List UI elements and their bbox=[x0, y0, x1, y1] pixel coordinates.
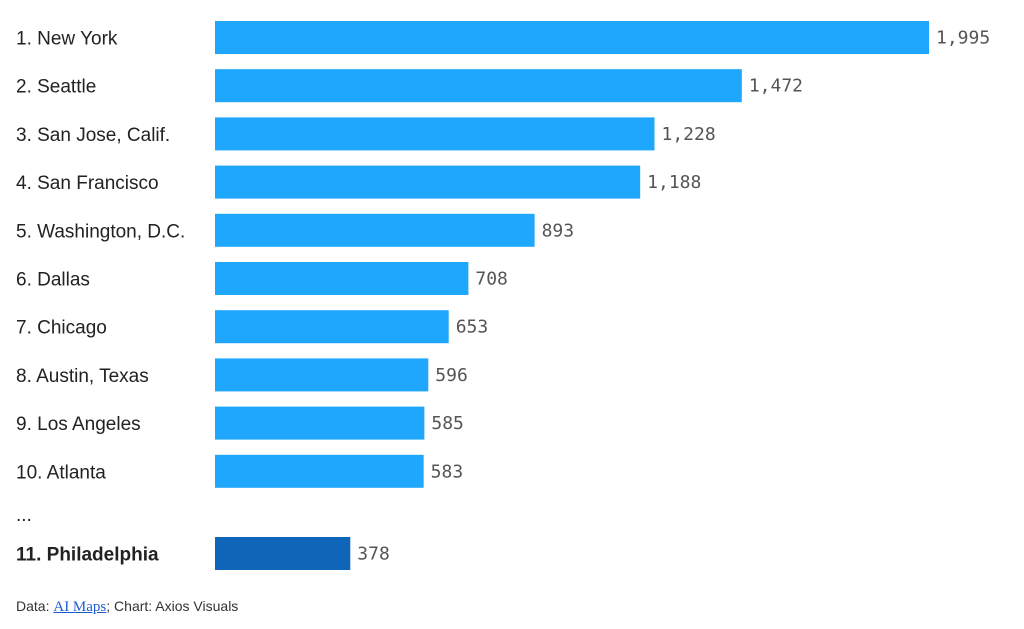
category-label: 4. San Francisco bbox=[16, 173, 159, 194]
bar bbox=[215, 213, 535, 247]
category-label: 10. Atlanta bbox=[16, 462, 106, 483]
value-label: 708 bbox=[475, 269, 508, 290]
value-label: 893 bbox=[542, 220, 575, 241]
chart-footer: Data: AI Maps; Chart: Axios Visuals bbox=[16, 598, 238, 616]
value-label: 378 bbox=[357, 544, 390, 565]
category-label: 8. Austin, Texas bbox=[16, 366, 149, 387]
source-link[interactable]: AI Maps bbox=[53, 599, 107, 615]
bar bbox=[215, 117, 655, 151]
chart-canvas: 1. New York 1,995 2. Seattle 1,472 3. San Jo… bbox=[16, 21, 990, 570]
value-label: 583 bbox=[431, 461, 464, 482]
bar bbox=[215, 69, 742, 103]
category-label: 3. San Jose, Calif. bbox=[16, 125, 170, 146]
bar bbox=[215, 406, 425, 440]
bar bbox=[215, 262, 469, 295]
category-label: 11. Philadelphia bbox=[16, 545, 159, 566]
ellipsis-label: ... bbox=[16, 505, 32, 526]
value-label: 1,995 bbox=[936, 28, 990, 49]
category-label: 5. Washington, D.C. bbox=[16, 221, 185, 242]
bar bbox=[215, 454, 424, 488]
footer-suffix: ; Chart: Axios Visuals bbox=[106, 598, 239, 614]
category-label: 1. New York bbox=[16, 29, 118, 50]
category-label: 9. Los Angeles bbox=[16, 414, 141, 435]
value-label: 1,188 bbox=[647, 172, 701, 193]
bar bbox=[215, 165, 641, 199]
value-label: 596 bbox=[435, 365, 468, 386]
value-label: 1,228 bbox=[661, 124, 715, 145]
footer-prefix: Data: bbox=[16, 598, 54, 614]
value-label: 653 bbox=[456, 317, 489, 338]
category-label: 2. Seattle bbox=[16, 77, 96, 98]
value-label: 1,472 bbox=[749, 76, 803, 97]
bar bbox=[215, 537, 351, 570]
bar bbox=[215, 21, 929, 54]
bar bbox=[215, 358, 429, 392]
category-label: 6. Dallas bbox=[16, 270, 90, 291]
category-label: 7. Chicago bbox=[16, 318, 107, 339]
bar bbox=[215, 310, 449, 344]
value-label: 585 bbox=[431, 413, 464, 434]
